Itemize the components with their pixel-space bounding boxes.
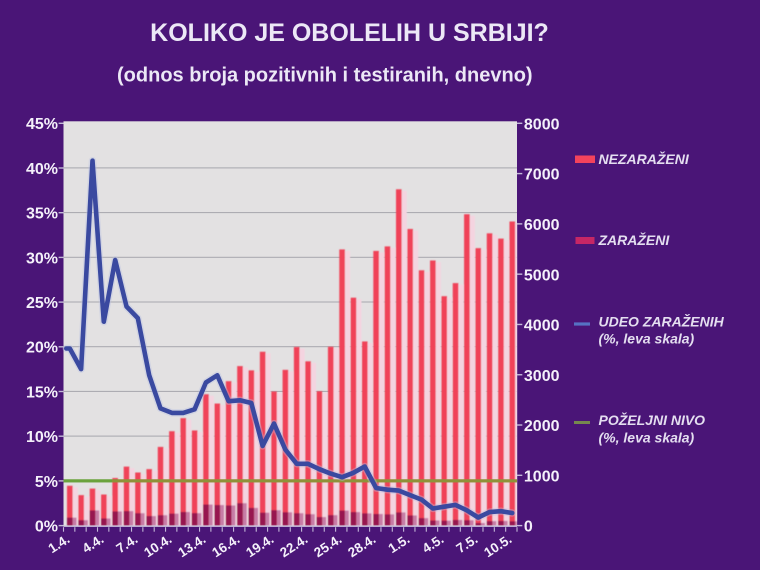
svg-text:KOLIKO JE OBOLELIH U SRBIJI?: KOLIKO JE OBOLELIH U SRBIJI? [150,19,549,47]
svg-text:1000: 1000 [524,468,560,485]
svg-text:7000: 7000 [524,167,560,184]
svg-text:(odnos broja pozitivnih i test: (odnos broja pozitivnih i testiranih, dn… [117,65,533,87]
svg-text:5%: 5% [35,474,58,491]
svg-text:4000: 4000 [524,318,560,335]
svg-text:15%: 15% [26,384,58,401]
svg-text:35%: 35% [26,206,58,223]
svg-text:40%: 40% [26,161,58,178]
svg-text:25%: 25% [26,295,58,312]
svg-text:20%: 20% [26,340,58,357]
svg-text:6000: 6000 [524,217,560,234]
svg-text:8000: 8000 [524,116,560,133]
svg-text:10%: 10% [26,429,58,446]
svg-text:0: 0 [524,519,533,536]
svg-text:NEZARAŽENI: NEZARAŽENI [599,150,690,167]
svg-text:UDEO ZARAŽENIH: UDEO ZARAŽENIH [599,312,725,329]
svg-text:45%: 45% [26,116,58,133]
svg-text:POŽELJNI NIVO: POŽELJNI NIVO [599,411,706,428]
svg-text:5000: 5000 [524,267,560,284]
svg-text:(%, leva skala): (%, leva skala) [599,429,695,445]
svg-text:0%: 0% [35,519,58,536]
svg-text:3000: 3000 [524,368,560,385]
svg-text:30%: 30% [26,250,58,267]
svg-text:(%, leva skala): (%, leva skala) [599,331,695,347]
svg-text:ZARAŽENI: ZARAŽENI [598,231,671,248]
svg-text:2000: 2000 [524,418,560,435]
